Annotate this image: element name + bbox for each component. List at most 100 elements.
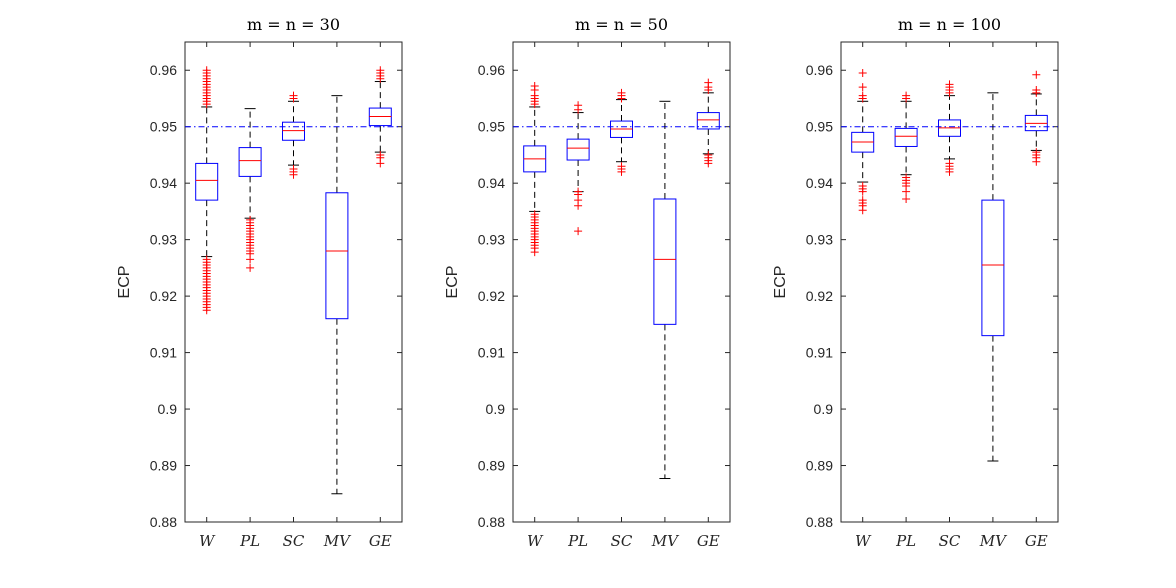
y-tick-label: 0.89 xyxy=(150,458,177,474)
y-tick-label: 0.94 xyxy=(150,175,177,191)
iqr-box xyxy=(894,127,918,147)
iqr-box xyxy=(696,112,720,130)
y-tick-label: 0.91 xyxy=(478,345,505,361)
box-W xyxy=(851,69,875,215)
box-SC xyxy=(938,80,961,176)
y-axis-label: ECP xyxy=(772,266,789,299)
outlier-marker xyxy=(574,101,583,110)
y-tick-label: 0.88 xyxy=(806,514,833,530)
box-SC xyxy=(610,88,633,176)
panel-m-n-100: 0.88 0.89 0.9 0.91 0.92 0.93 0.94 0.95 0.96 W PL SC… xyxy=(772,15,1059,550)
panel-title: m = n = 30 xyxy=(247,15,340,34)
x-category-label: PL xyxy=(567,532,588,550)
y-tick-label: 0.92 xyxy=(478,288,505,304)
box-SC xyxy=(282,91,305,179)
box-MV xyxy=(653,100,677,480)
panel-title: m = n = 100 xyxy=(898,15,1001,34)
x-category-label: SC xyxy=(611,532,633,550)
outlier-marker xyxy=(574,227,583,236)
panel-m-n-30: 0.88 0.89 0.9 0.91 0.92 0.93 0.94 0.95 0.96 W PL SC… xyxy=(116,15,403,550)
y-tick-label: 0.92 xyxy=(806,288,833,304)
outlier-marker xyxy=(858,196,867,205)
y-tick-label: 0.94 xyxy=(478,175,505,191)
outlier-marker xyxy=(858,83,867,92)
x-category-label: PL xyxy=(239,532,260,550)
outlier-marker xyxy=(945,80,954,89)
outlier-marker xyxy=(902,91,911,100)
outlier-marker xyxy=(945,159,954,168)
outlier-marker xyxy=(202,255,211,264)
outlier-marker xyxy=(617,88,626,97)
y-tick-label: 0.88 xyxy=(478,514,505,530)
outlier-marker xyxy=(1032,70,1041,79)
outlier-marker xyxy=(902,194,911,203)
x-category-label: GE xyxy=(1025,532,1048,550)
outlier-marker xyxy=(617,162,626,171)
iqr-box xyxy=(282,121,305,141)
x-category-label: MV xyxy=(979,532,1008,550)
y-tick-label: 0.9 xyxy=(158,401,178,417)
x-category-label: SC xyxy=(283,532,305,550)
y-tick-label: 0.91 xyxy=(150,345,177,361)
outlier-marker xyxy=(530,210,539,219)
x-category-label: GE xyxy=(369,532,392,550)
x-category-label: GE xyxy=(697,532,720,550)
outlier-marker xyxy=(289,165,298,174)
x-category-label: PL xyxy=(895,532,916,550)
y-tick-label: 0.92 xyxy=(150,288,177,304)
y-tick-label: 0.96 xyxy=(806,62,833,78)
outlier-marker xyxy=(376,150,385,159)
iqr-box xyxy=(325,192,349,320)
y-tick-label: 0.96 xyxy=(478,62,505,78)
y-tick-label: 0.88 xyxy=(150,514,177,530)
outlier-marker xyxy=(289,91,298,100)
outlier-marker xyxy=(376,66,385,75)
panel-title: m = n = 50 xyxy=(575,15,668,34)
outlier-marker xyxy=(1032,148,1041,157)
box-PL xyxy=(566,101,590,236)
outlier-marker xyxy=(858,69,867,78)
box-GE xyxy=(696,78,720,168)
x-category-label: SC xyxy=(939,532,961,550)
x-category-label: MV xyxy=(651,532,680,550)
y-tick-label: 0.89 xyxy=(806,458,833,474)
outlier-marker xyxy=(858,182,867,190)
box-PL xyxy=(238,108,262,272)
outlier-marker xyxy=(902,173,911,182)
x-category-label: MV xyxy=(323,532,352,550)
x-category-label: W xyxy=(527,532,544,550)
iqr-box xyxy=(238,147,262,177)
panel-m-n-50: 0.88 0.89 0.9 0.91 0.92 0.93 0.94 0.95 0.96 W PL SC… xyxy=(444,15,731,550)
box-MV xyxy=(981,92,1005,462)
iqr-box xyxy=(981,199,1005,337)
outlier-marker xyxy=(704,150,713,159)
y-tick-label: 0.91 xyxy=(806,345,833,361)
box-GE xyxy=(1024,70,1048,166)
y-tick-label: 0.93 xyxy=(150,232,177,248)
y-tick-label: 0.95 xyxy=(150,119,177,135)
y-tick-label: 0.95 xyxy=(478,119,505,135)
y-axis-label: ECP xyxy=(116,266,133,299)
outlier-marker xyxy=(574,187,583,196)
y-tick-label: 0.93 xyxy=(806,232,833,248)
iqr-box xyxy=(653,198,677,325)
x-category-label: W xyxy=(855,532,872,550)
outlier-marker xyxy=(246,263,255,272)
iqr-box xyxy=(195,162,219,201)
y-tick-label: 0.96 xyxy=(150,62,177,78)
outlier-marker xyxy=(1032,86,1041,94)
y-axis-label: ECP xyxy=(444,266,461,299)
y-tick-label: 0.94 xyxy=(806,175,833,191)
box-MV xyxy=(325,95,349,495)
outlier-marker xyxy=(246,215,255,224)
outlier-marker xyxy=(530,82,539,91)
y-tick-label: 0.9 xyxy=(486,401,506,417)
y-tick-label: 0.93 xyxy=(478,232,505,248)
y-tick-label: 0.95 xyxy=(806,119,833,135)
box-PL xyxy=(894,91,918,203)
y-tick-label: 0.89 xyxy=(478,458,505,474)
outlier-marker xyxy=(202,66,211,75)
box-W xyxy=(523,82,547,257)
x-category-label: W xyxy=(199,532,216,550)
